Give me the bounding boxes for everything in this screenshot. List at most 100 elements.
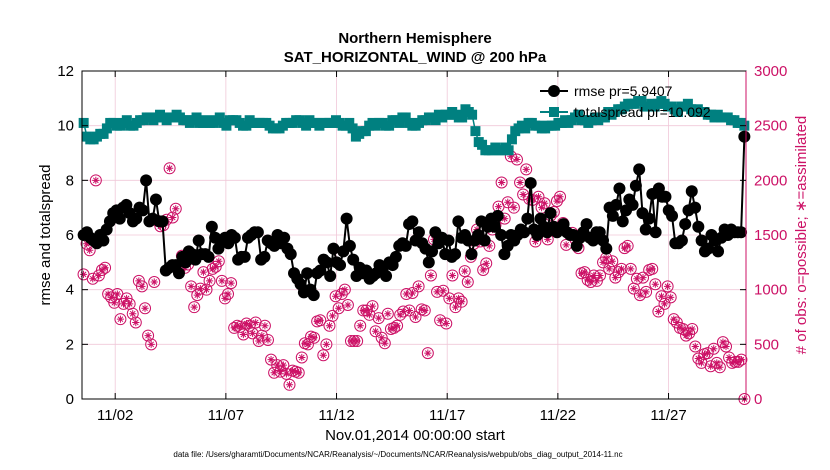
obs-possible-marker — [329, 290, 342, 303]
obs-point — [237, 328, 250, 341]
obs-assimilated-marker — [322, 340, 330, 348]
obs-possible-marker — [234, 320, 247, 333]
obs-assimilated-marker — [448, 271, 457, 280]
rmse-marker — [251, 226, 264, 239]
rmse-marker — [238, 250, 251, 263]
obs-point — [320, 338, 333, 351]
obs-assimilated-marker — [138, 282, 146, 290]
obs-assimilated-marker — [442, 319, 450, 328]
obs-point — [520, 163, 533, 176]
obs-assimilated-marker — [147, 340, 155, 348]
obs-assimilated-marker — [458, 298, 466, 306]
y-tick-label: 6 — [66, 227, 74, 244]
rmse-marker — [600, 242, 613, 255]
obs-point — [412, 280, 425, 293]
obs-assimilated-marker — [249, 329, 257, 337]
obs-assimilated-marker — [79, 270, 88, 278]
obs-assimilated-marker — [461, 267, 469, 275]
obs-point — [735, 353, 748, 366]
obs-assimilated-marker — [688, 325, 696, 333]
obs-assimilated-marker — [485, 242, 493, 250]
rmse-marker — [692, 220, 705, 233]
obs-point — [593, 269, 606, 282]
obs-assimilated-marker — [454, 294, 463, 303]
rmse-marker — [452, 215, 465, 228]
obs-assimilated-marker — [319, 351, 327, 359]
obs-point — [652, 305, 665, 318]
obs-possible-marker — [139, 302, 152, 315]
obs-point — [225, 277, 238, 290]
obs-assimilated-marker — [298, 353, 306, 362]
obs-point — [434, 314, 447, 327]
obs-point — [495, 176, 508, 189]
obs-assimilated-marker — [393, 322, 401, 330]
obs-point — [148, 276, 161, 289]
obs-point — [455, 295, 468, 308]
obs-point — [667, 313, 680, 326]
rmse-marker — [324, 270, 337, 282]
obs-point — [301, 338, 314, 351]
obs-possible-marker — [434, 314, 447, 327]
obs-assimilated-marker — [316, 316, 324, 324]
obs-assimilated-marker — [83, 240, 91, 248]
rmse-marker — [449, 248, 462, 261]
obs-assimilated-marker — [279, 361, 287, 369]
obs-assimilated-marker — [332, 292, 340, 300]
obs-assimilated-marker — [667, 293, 675, 301]
obs-point — [695, 356, 708, 369]
obs-point — [424, 269, 437, 282]
obs-assimilated-marker — [239, 330, 247, 339]
obs-assimilated-marker — [636, 291, 644, 299]
obs-assimilated-marker — [522, 165, 530, 173]
rmse-marker — [406, 215, 419, 228]
obs-possible-marker — [452, 292, 465, 305]
obs-assimilated-marker — [172, 205, 180, 213]
totalspread-marker — [470, 126, 481, 137]
rmse-marker — [334, 259, 347, 272]
obs-assimilated-marker — [325, 322, 334, 330]
obs-possible-marker — [277, 359, 290, 372]
obs-assimilated-marker — [264, 336, 272, 344]
obs-point — [258, 319, 271, 332]
rmse-marker — [712, 245, 725, 258]
obs-point — [409, 311, 422, 323]
rmse-marker — [524, 177, 537, 190]
obs-point — [169, 202, 182, 215]
obs-possible-marker — [409, 311, 422, 323]
obs-point — [391, 319, 404, 332]
obs-point — [369, 325, 382, 338]
axes: 0 2 4 6 8 10 12 0 500 1000 1500 2000 2500 3000 11/02 11… — [57, 63, 787, 424]
obs-assimilated-marker — [95, 271, 103, 280]
obs-possible-marker — [655, 290, 668, 303]
y2-tick-label: 1000 — [754, 282, 787, 299]
obs-assimilated-marker — [169, 213, 177, 222]
obs-possible-marker — [713, 361, 726, 374]
obs-assimilated-marker — [611, 274, 619, 282]
rmse-marker — [399, 239, 412, 252]
rmse-marker — [380, 270, 393, 282]
obs-possible-marker — [222, 288, 235, 301]
obs-possible-marker — [360, 304, 373, 317]
rmse-marker — [412, 226, 425, 239]
obs-point — [624, 262, 637, 275]
obs-possible-marker — [646, 262, 659, 275]
obs-point — [234, 320, 247, 333]
obs-assimilated-marker — [703, 349, 712, 357]
obs-assimilated-marker — [664, 282, 672, 290]
obs-possible-marker — [692, 352, 705, 365]
obs-possible-marker — [166, 211, 179, 224]
x-tick-label: 11/02 — [97, 407, 133, 424]
rmse-marker — [307, 289, 320, 302]
obs-point — [329, 290, 342, 303]
obs-assimilated-marker — [301, 339, 309, 347]
legend-rmse-label: rmse pr=5.9407 — [574, 83, 673, 99]
obs-assimilated-marker — [725, 353, 733, 362]
obs-point — [212, 255, 225, 268]
obs-point — [135, 280, 148, 293]
obs-assimilated-marker — [86, 246, 94, 254]
obs-point — [292, 366, 305, 379]
rmse-marker — [140, 174, 153, 187]
obs-point — [538, 197, 551, 210]
rmse-marker — [156, 215, 169, 228]
obs-assimilated-marker — [614, 268, 623, 276]
